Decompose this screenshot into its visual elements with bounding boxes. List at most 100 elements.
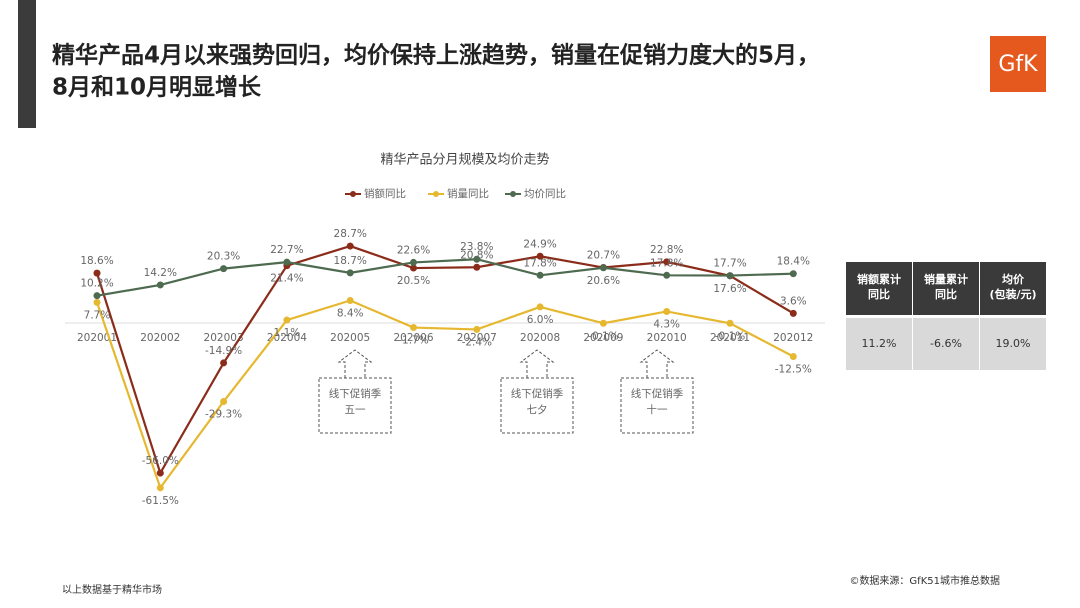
legend-dot bbox=[350, 191, 356, 197]
legend-dot bbox=[433, 191, 439, 197]
annotation-sub: 七夕 bbox=[527, 404, 548, 416]
data-point bbox=[283, 258, 291, 266]
data-point bbox=[410, 258, 417, 266]
data-point bbox=[726, 272, 734, 280]
table-header-text: 同比 bbox=[935, 287, 957, 301]
x-tick-label: 202002 bbox=[140, 332, 180, 344]
data-point bbox=[93, 292, 101, 300]
table-header-cell bbox=[846, 262, 912, 315]
data-label: 17.8% bbox=[650, 257, 683, 269]
table-cell-text: 11.2% bbox=[862, 337, 897, 350]
x-tick-label: 202007 bbox=[457, 332, 497, 344]
data-label: 7.7% bbox=[84, 309, 111, 321]
data-point bbox=[346, 242, 354, 250]
table-cell bbox=[846, 318, 912, 370]
annotation-box bbox=[318, 377, 392, 434]
annotation-text: 线下促销季 bbox=[511, 387, 564, 400]
data-point bbox=[220, 359, 228, 367]
table-cell-text: 19.0% bbox=[996, 337, 1031, 350]
table-header-text: 销额累计 bbox=[857, 272, 901, 286]
data-label: 20.5% bbox=[397, 275, 430, 287]
table-header-cell bbox=[913, 262, 979, 315]
x-tick-label: 202006 bbox=[393, 332, 433, 344]
data-point bbox=[599, 264, 607, 272]
data-point bbox=[156, 281, 164, 289]
data-label: 8.4% bbox=[337, 307, 364, 319]
x-tick-label: 202005 bbox=[330, 332, 370, 344]
data-point bbox=[789, 353, 797, 360]
series-line bbox=[95, 299, 794, 491]
title-line: 精华产品4月以来强势回归，均价保持上涨趋势，销量在促销力度大的5月， bbox=[52, 42, 820, 69]
annotation-text: 线下促销季 bbox=[631, 387, 684, 400]
data-point bbox=[156, 469, 164, 477]
data-point bbox=[473, 255, 481, 263]
annotation-box bbox=[500, 377, 574, 434]
data-label: 18.6% bbox=[80, 255, 113, 267]
data-label: -29.3% bbox=[205, 409, 242, 421]
data-label: -0.1% bbox=[588, 330, 618, 342]
annotation-text: 线下促销季 bbox=[329, 387, 382, 400]
legend-dot bbox=[510, 191, 516, 197]
data-label: 17.8% bbox=[523, 257, 556, 269]
source: ©数据来源：GfK51城市推总数据 bbox=[849, 574, 1000, 587]
data-label: -56.0% bbox=[142, 455, 179, 467]
data-point bbox=[789, 309, 797, 317]
data-label: -0.1% bbox=[715, 330, 745, 342]
annotation-arrow bbox=[519, 349, 555, 378]
data-point bbox=[220, 265, 228, 273]
data-point bbox=[726, 319, 734, 327]
data-label: 20.3% bbox=[207, 251, 240, 263]
annotation-sub: 十一 bbox=[647, 403, 668, 416]
annotation-box bbox=[620, 377, 694, 434]
annotation-arrow bbox=[337, 349, 373, 378]
data-label: -1.7% bbox=[398, 335, 428, 347]
data-label: 17.7% bbox=[713, 258, 746, 270]
annotation-sub: 五一 bbox=[345, 404, 366, 416]
data-label: 6.0% bbox=[527, 314, 554, 326]
table-cell bbox=[980, 318, 1046, 370]
annotation-arrow bbox=[639, 349, 675, 378]
data-label: 21.4% bbox=[270, 273, 303, 285]
data-point bbox=[93, 269, 101, 277]
logo bbox=[990, 36, 1046, 92]
data-label: 28.7% bbox=[334, 228, 367, 240]
data-label: 22.7% bbox=[270, 244, 303, 256]
data-label: 22.8% bbox=[650, 244, 683, 256]
data-label: 17.6% bbox=[713, 283, 746, 295]
data-label: -61.5% bbox=[142, 495, 179, 507]
legend-label: 均价同比 bbox=[524, 187, 566, 200]
data-label: 20.6% bbox=[587, 275, 620, 287]
data-point bbox=[473, 325, 481, 333]
data-point bbox=[536, 252, 544, 260]
x-tick-label: 202012 bbox=[773, 332, 813, 344]
data-point bbox=[663, 258, 671, 266]
data-point bbox=[663, 307, 671, 315]
data-point bbox=[283, 316, 291, 324]
chart-title: 精华产品分月规模及均价走势 bbox=[380, 152, 549, 168]
data-label: 24.9% bbox=[523, 238, 556, 250]
series-line bbox=[96, 258, 794, 297]
table-header-text: 同比 bbox=[868, 287, 890, 301]
data-label: 20.8% bbox=[460, 249, 493, 261]
data-label: 23.8% bbox=[460, 241, 493, 253]
data-label: 1.1% bbox=[274, 327, 301, 339]
data-label: 4.3% bbox=[653, 318, 680, 330]
data-label: 18.4% bbox=[777, 256, 810, 268]
table-header-text: 销量累计 bbox=[924, 272, 968, 286]
data-label: 22.6% bbox=[397, 244, 430, 256]
data-point bbox=[663, 271, 671, 279]
data-point bbox=[346, 269, 354, 277]
data-label: 20.7% bbox=[587, 250, 620, 262]
data-point bbox=[410, 324, 417, 332]
x-tick-label: 202003 bbox=[204, 332, 244, 344]
data-point bbox=[93, 298, 101, 306]
legend-label: 销量同比 bbox=[447, 187, 489, 200]
x-tick-label: 202011 bbox=[710, 332, 750, 344]
table-cell bbox=[913, 318, 979, 370]
data-point bbox=[536, 271, 544, 279]
title-line: 8月和10月明显增长 bbox=[52, 74, 262, 101]
table-header-text: (包装/元) bbox=[989, 287, 1036, 301]
series-line bbox=[95, 244, 794, 476]
data-point bbox=[410, 264, 417, 272]
